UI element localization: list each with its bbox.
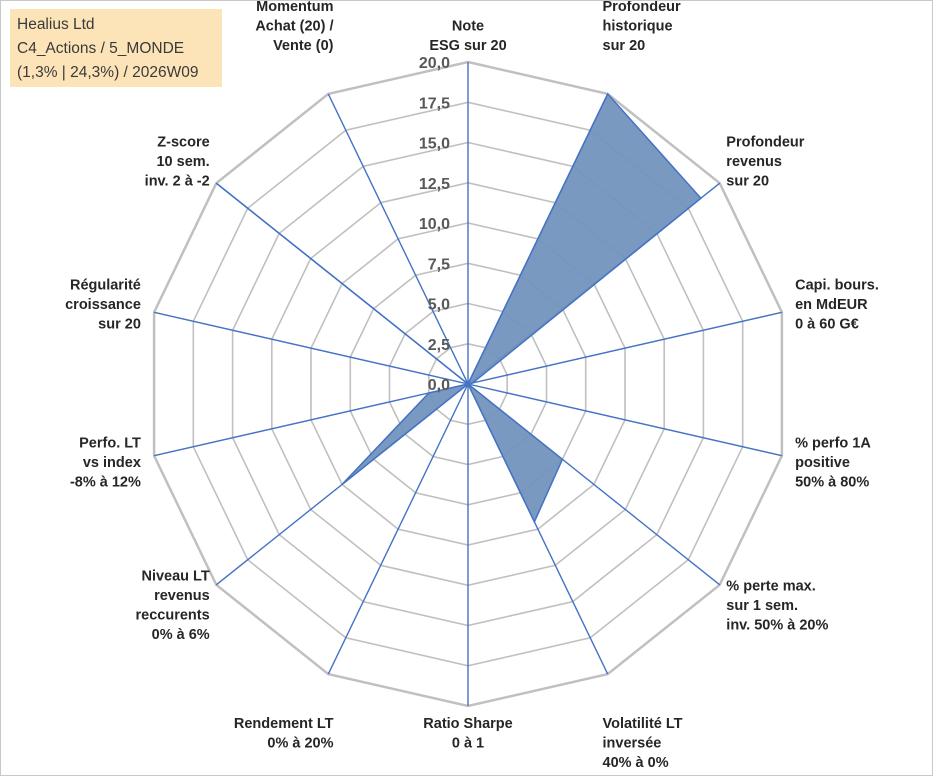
axis-label: Régularité croissance sur 20 xyxy=(65,277,141,332)
axis-label: Ratio Sharpe 0 à 1 xyxy=(423,716,512,752)
portfolio-category: C4_Actions / 5_MONDE xyxy=(17,40,185,57)
radar-axis-labels: Note ESG sur 20 Profondeur historique sur 20… xyxy=(65,1,879,771)
tick-label: 2,5 xyxy=(428,337,450,354)
axis-spoke xyxy=(153,383,469,457)
axis-label: Niveau LT revenus reccurents 0% à 6% xyxy=(136,569,210,644)
tick-label: 20,0 xyxy=(419,55,450,72)
axis-label: Capi. bours. en MdEUR 0 à 60 G€ xyxy=(795,277,879,332)
axis-label: Momentum Achat (20) / Vente (0) xyxy=(255,1,333,54)
axis-spoke xyxy=(467,311,783,385)
axis-label: % perte max. sur 1 sem. inv. 50% à 20% xyxy=(726,579,828,634)
tick-label: 7,5 xyxy=(428,256,450,273)
axis-label: Z-score 10 sem. inv. 2 à -2 xyxy=(145,135,210,190)
score-and-week: (1,3% | 24,3%) / 2026W09 xyxy=(17,64,199,81)
tick-label: 5,0 xyxy=(428,297,450,314)
tick-label: 12,5 xyxy=(419,176,450,193)
axis-label: Rendement LT 0% à 20% xyxy=(234,716,334,752)
radar-series xyxy=(215,92,702,524)
company-name: Healius Ltd xyxy=(17,16,95,33)
axis-label: % perfo 1A positive 50% à 80% xyxy=(795,436,871,491)
axis-spoke xyxy=(467,383,783,457)
axis-label: Profondeur historique sur 20 xyxy=(603,1,681,54)
axis-label: Profondeur revenus sur 20 xyxy=(726,135,804,190)
tick-label: 17,5 xyxy=(419,95,450,112)
radar-tick-labels: 0,0 2,5 5,0 7,5 10,0 12,5 15,0 17,5 20,0 xyxy=(419,55,450,394)
axis-label: Volatilité LT inversée 40% à 0% xyxy=(603,716,683,771)
tick-label: 0,0 xyxy=(428,377,450,394)
info-box: Healius Ltd C4_Actions / 5_MONDE (1,3% |… xyxy=(10,9,222,87)
axis-spoke xyxy=(153,311,469,385)
tick-label: 10,0 xyxy=(419,216,450,233)
series-area xyxy=(215,92,702,524)
axis-spoke xyxy=(327,383,469,675)
axis-spoke xyxy=(327,93,469,385)
axis-label: Note ESG sur 20 xyxy=(429,19,506,55)
axis-label: Perfo. LT vs index -8% à 12% xyxy=(70,436,141,491)
tick-label: 15,0 xyxy=(419,136,450,153)
